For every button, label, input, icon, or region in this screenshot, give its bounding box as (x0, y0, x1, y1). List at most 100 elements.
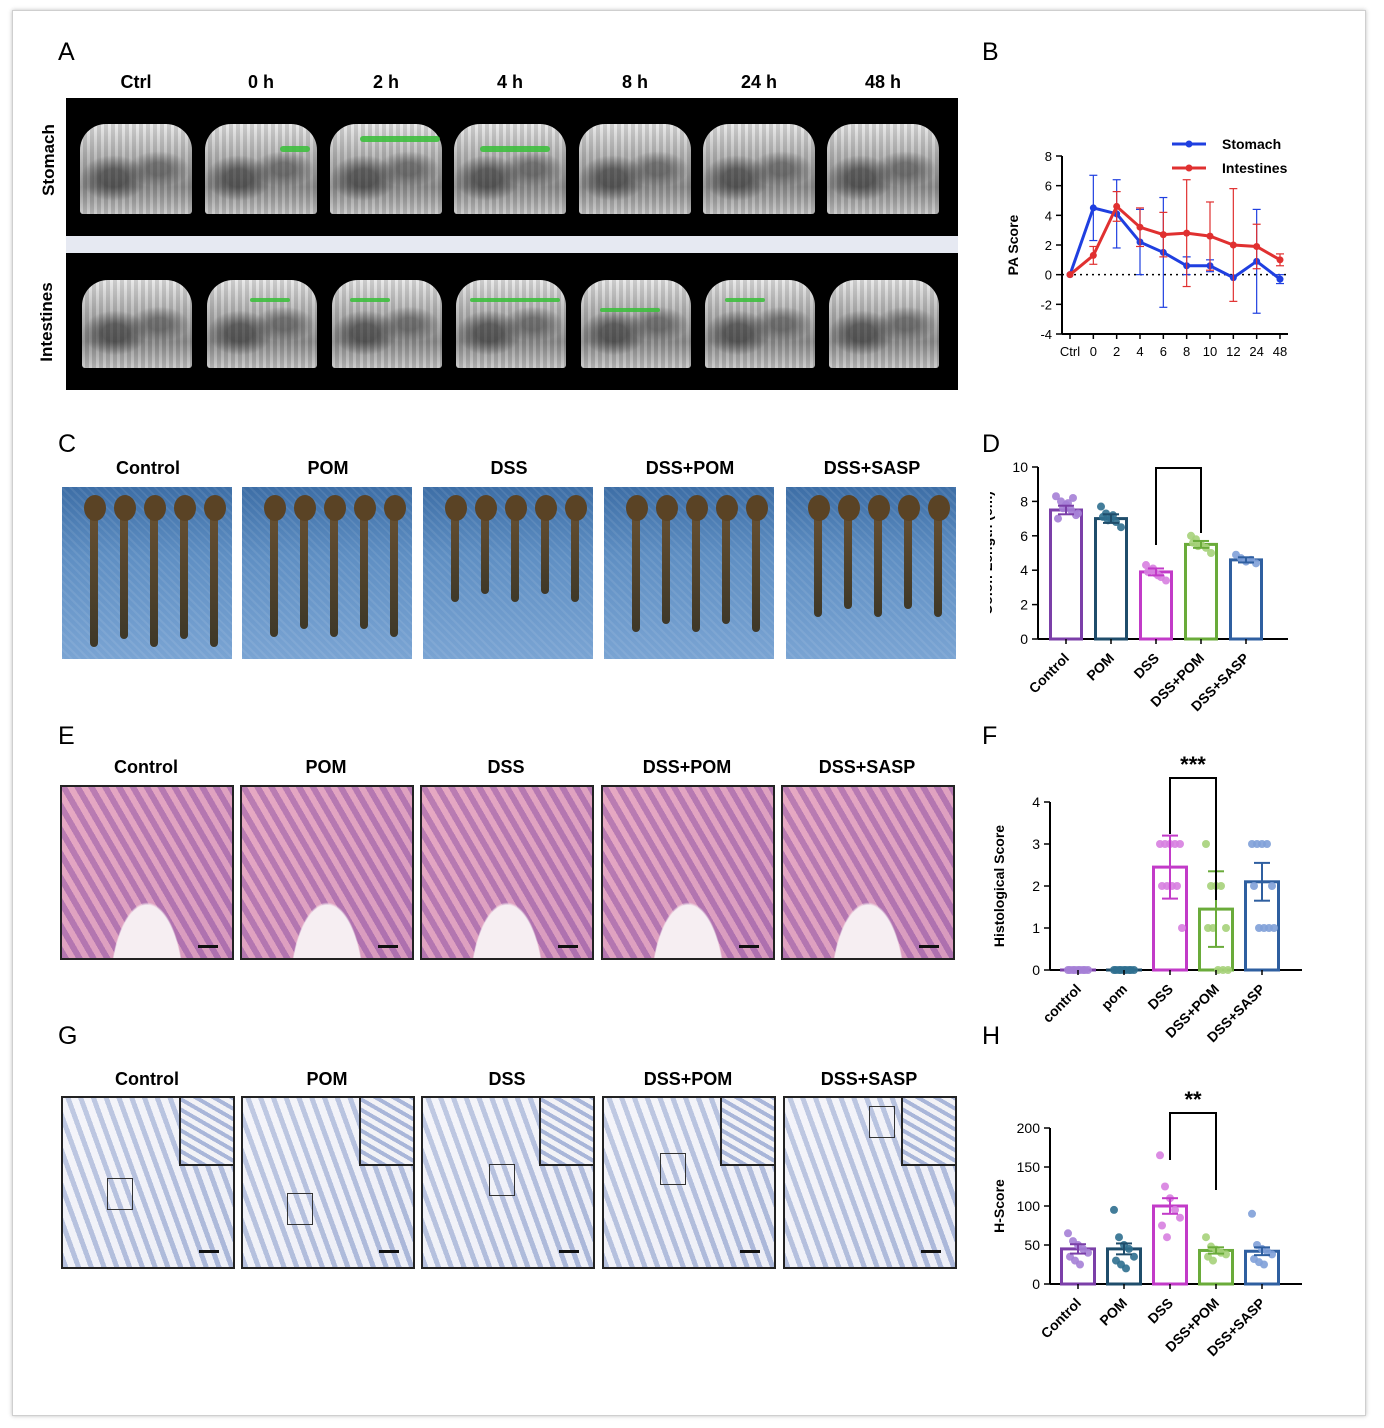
legend-marker (1185, 140, 1193, 148)
y-tick-label: 8 (1045, 149, 1052, 164)
scale-bar (921, 1250, 941, 1253)
group-title: DSS+POM (643, 1069, 733, 1089)
data-point (1224, 966, 1232, 974)
data-point (1161, 1182, 1169, 1191)
colon-cecum (535, 495, 557, 521)
data-point (1159, 231, 1167, 239)
colon-specimen (571, 497, 579, 602)
colon-specimen (662, 497, 670, 624)
y-tick-label: -4 (1040, 327, 1052, 342)
x-tick-label: Control (1026, 650, 1073, 697)
y-tick-label: 8 (1020, 493, 1028, 509)
scale-bar (919, 945, 939, 948)
data-point (1158, 1221, 1166, 1230)
data-point (1054, 514, 1062, 523)
bar (1184, 542, 1218, 641)
group-title: Control (116, 458, 180, 478)
timepoint-title: 24 h (740, 72, 778, 92)
pa-signal-overlay (250, 298, 290, 302)
scale-bar (740, 1250, 760, 1253)
intestine-ultrasound-image (82, 280, 192, 368)
colon-specimen (90, 497, 98, 647)
x-tick-label: 6 (1160, 344, 1167, 359)
data-point (1064, 1229, 1072, 1238)
x-tick-label: 48 (1273, 344, 1287, 359)
bar (1094, 517, 1128, 641)
scale-bar (378, 945, 398, 948)
colon-specimen (150, 497, 158, 647)
data-point (1097, 502, 1105, 511)
panel-letter-a: A (58, 38, 75, 66)
x-tick-label: 10 (1203, 344, 1217, 359)
colon-cecum (505, 495, 527, 521)
region-of-interest-box (287, 1193, 313, 1225)
x-tick-label: POM (1096, 1295, 1130, 1329)
magnified-inset (539, 1098, 593, 1166)
magnified-inset (720, 1098, 774, 1166)
data-point (1136, 223, 1144, 231)
timepoint-title: Ctrl (120, 72, 152, 92)
series-line-intestines (1069, 203, 1281, 276)
colon-specimen (180, 497, 188, 639)
he-histology-image (60, 785, 234, 960)
panel-letter-c: C (58, 430, 77, 458)
data-point (1076, 1260, 1084, 1269)
significance-label: **** (1161, 455, 1196, 467)
colon-specimen (511, 497, 519, 602)
colon-specimen (390, 497, 398, 637)
data-point (1207, 549, 1215, 557)
bar (1049, 508, 1083, 641)
data-point (1125, 1244, 1133, 1253)
group-title: POM (305, 757, 347, 777)
data-point (1074, 509, 1082, 518)
data-point (1248, 1209, 1256, 1218)
magnified-inset (179, 1098, 233, 1166)
x-tick-label: DSS (1144, 1295, 1176, 1327)
colon-cecum (204, 495, 226, 521)
pa-signal-overlay (350, 298, 390, 302)
x-tick-label: DSS (1130, 650, 1162, 682)
ihc-image (241, 1096, 415, 1269)
region-of-interest-box (107, 1178, 133, 1210)
colon-specimen (752, 497, 760, 632)
x-tick-label: 0 (1090, 344, 1097, 359)
colon-cecum (626, 495, 648, 521)
group-title: DSS+POM (645, 458, 735, 478)
pa-signal-overlay (360, 136, 440, 142)
data-point (1162, 576, 1170, 585)
data-point (1206, 232, 1214, 240)
pa-signal-overlay (480, 146, 550, 152)
colon-cecum (868, 495, 890, 521)
legend-marker (1185, 164, 1193, 172)
intestine-ultrasound-image (829, 280, 939, 368)
timepoint-title: 8 h (621, 72, 648, 92)
colon-specimen (270, 497, 278, 637)
data-point (1183, 229, 1191, 237)
timepoint-title: 48 h (864, 72, 902, 92)
scale-bar (739, 945, 759, 948)
colon-cecum (808, 495, 830, 521)
panel-letter-f: F (982, 722, 998, 750)
group-title: POM (306, 1069, 348, 1089)
data-point (1202, 840, 1210, 848)
data-point (1217, 882, 1225, 890)
x-tick-label: 8 (1183, 344, 1190, 359)
colon-specimen (722, 497, 730, 624)
colon-specimen (844, 497, 852, 609)
x-tick-label: 2 (1113, 344, 1120, 359)
x-tick-label: Ctrl (1060, 344, 1080, 359)
scale-bar (199, 1250, 219, 1253)
x-tick-label: DSS (1144, 981, 1176, 1013)
series-line-stomach (1068, 206, 1281, 281)
data-point (1268, 1250, 1276, 1259)
data-point (1089, 251, 1097, 259)
x-tick-label: 4 (1136, 344, 1143, 359)
y-tick-label: 4 (1045, 208, 1052, 223)
data-point (1173, 882, 1181, 890)
magnified-inset (359, 1098, 413, 1166)
x-tick-label: Control (1038, 1295, 1085, 1342)
pa-signal-overlay (600, 308, 660, 312)
data-point (1066, 271, 1074, 279)
group-title: DSS+SASP (823, 458, 921, 478)
